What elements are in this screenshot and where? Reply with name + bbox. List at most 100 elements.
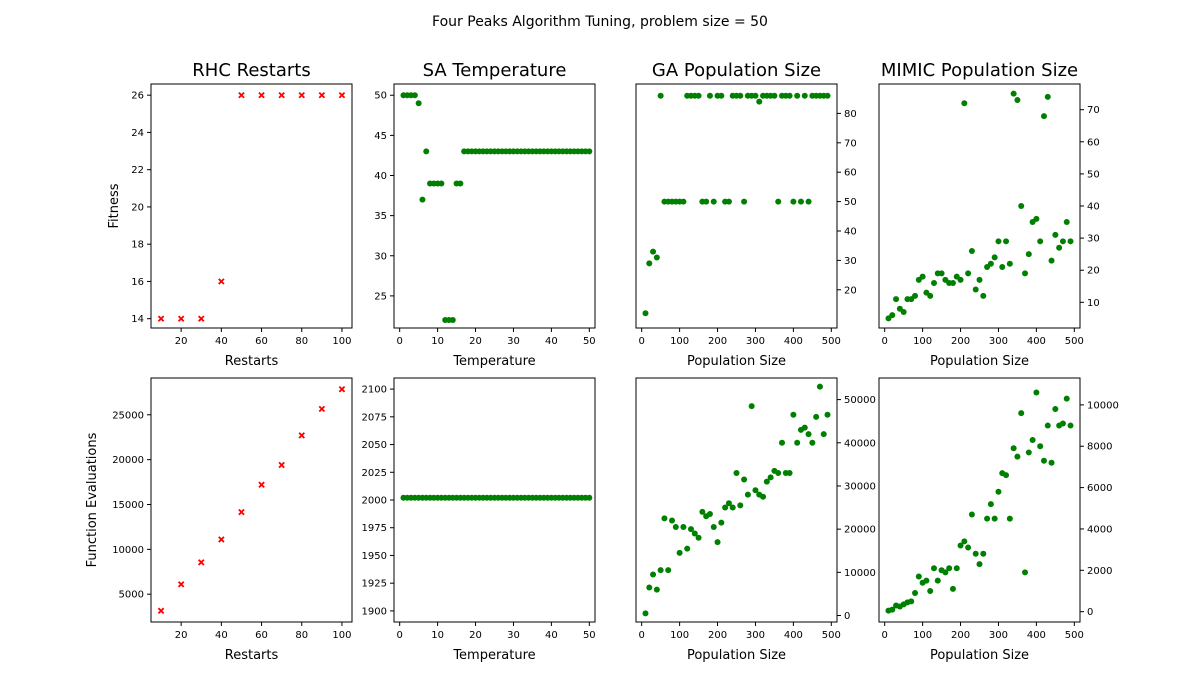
data-point (816, 383, 823, 390)
data-point (801, 424, 808, 431)
data-point (741, 198, 748, 205)
data-point (298, 432, 305, 439)
data-point (984, 515, 991, 522)
y-tick-label: 40000 (844, 438, 876, 449)
y-tick-label: 1900 (362, 606, 387, 617)
data-point (915, 573, 922, 580)
x-tick-label: 60 (255, 336, 268, 347)
data-point (760, 493, 767, 500)
data-point (157, 315, 165, 322)
y-tick-label: 40 (844, 226, 857, 237)
data-point (706, 92, 713, 99)
y-tick-label: 20000 (112, 455, 144, 466)
y-tick-label: 2050 (362, 440, 387, 451)
data-point (824, 411, 831, 418)
x-tick-label: 20 (469, 630, 482, 641)
plot-frame (635, 377, 838, 623)
data-point (927, 587, 934, 594)
y-tick-label: 60 (1087, 137, 1100, 148)
subplot-title: GA Population Size (652, 60, 821, 81)
data-point (318, 91, 326, 99)
data-point (1033, 215, 1040, 222)
data-point (976, 561, 983, 568)
data-point (646, 584, 653, 591)
subplot-1: 20 40 60 80 100 14 16 18 20 22 24 26 RHC Restarts Res… (107, 60, 353, 369)
data-point (775, 198, 782, 205)
data-point (786, 92, 793, 99)
data-point (695, 534, 702, 541)
data-point (238, 508, 245, 516)
x-tick-label: 50 (583, 630, 596, 641)
data-point (991, 254, 998, 261)
data-point (338, 385, 346, 393)
data-point (972, 550, 979, 557)
y-tick-label: 20 (1087, 266, 1100, 277)
x-axis-label: Population Size (687, 354, 786, 369)
data-point (177, 581, 185, 588)
x-tick-label: 0 (639, 630, 645, 641)
data-point (1010, 90, 1017, 97)
data-point (1052, 406, 1059, 413)
data-point (763, 478, 770, 485)
x-tick-label: 0 (882, 336, 888, 347)
data-point (665, 567, 672, 574)
y-tick-label: 40 (1087, 202, 1100, 213)
data-point (1044, 422, 1051, 429)
data-point (957, 542, 964, 549)
x-axis-label: Population Size (930, 648, 1029, 663)
data-point (642, 610, 649, 617)
data-point (987, 501, 994, 508)
data-point (1059, 238, 1066, 245)
data-point (797, 198, 804, 205)
y-tick-label: 14 (131, 314, 144, 325)
data-point (775, 470, 782, 477)
y-tick-label: 50 (844, 197, 857, 208)
data-point (218, 278, 225, 285)
data-point (794, 439, 801, 446)
data-point (737, 502, 744, 509)
y-tick-label: 2100 (362, 385, 387, 396)
data-point (1014, 97, 1021, 104)
x-tick-label: 200 (951, 630, 970, 641)
data-point (794, 92, 801, 99)
y-tick-label: 1950 (362, 551, 387, 562)
data-point (744, 491, 751, 498)
data-point (1040, 457, 1047, 464)
x-tick-label: 80 (295, 630, 308, 641)
x-tick-label: 500 (822, 630, 841, 641)
x-tick-label: 10 (431, 630, 444, 641)
y-tick-label: 16 (131, 277, 144, 288)
x-tick-label: 400 (1027, 336, 1046, 347)
data-point (1037, 238, 1044, 245)
data-point (218, 536, 225, 543)
data-point (278, 91, 285, 99)
data-point (961, 538, 968, 545)
data-point (657, 92, 664, 99)
data-point (1040, 113, 1047, 120)
data-point (1003, 238, 1010, 245)
data-point (980, 550, 987, 557)
data-point (995, 238, 1002, 245)
data-point (669, 517, 676, 524)
data-point (586, 494, 593, 501)
y-tick-label: 30 (374, 251, 387, 262)
x-axis-label: Temperature (452, 648, 535, 663)
data-point (722, 504, 729, 511)
data-point (1067, 422, 1074, 429)
data-point (987, 260, 994, 267)
data-point (889, 312, 896, 319)
data-point (965, 270, 972, 277)
data-point (991, 515, 998, 522)
data-point (1006, 515, 1013, 522)
x-tick-label: 300 (989, 630, 1008, 641)
data-point (790, 411, 797, 418)
data-point (930, 565, 937, 572)
data-point (919, 273, 926, 280)
data-point (457, 180, 464, 187)
data-point (1044, 93, 1051, 100)
data-point (695, 92, 702, 99)
data-point (779, 439, 786, 446)
data-point (801, 92, 808, 99)
y-tick-label: 2000 (362, 496, 387, 507)
